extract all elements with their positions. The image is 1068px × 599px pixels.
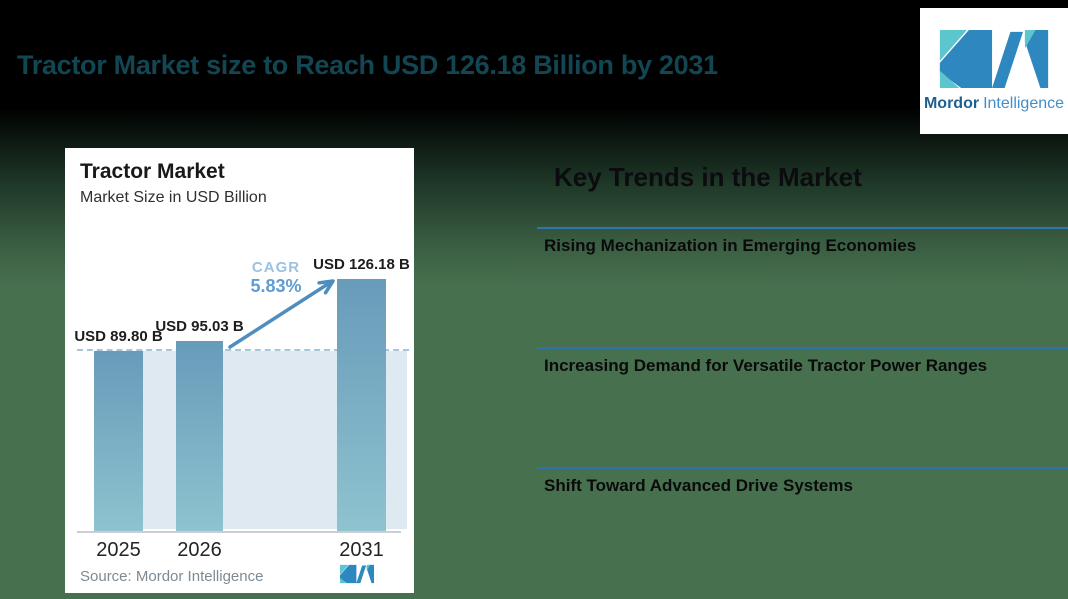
source-value: Mordor Intelligence — [135, 568, 264, 585]
bar-value-label: USD 95.03 B — [155, 317, 244, 335]
trend-label: Rising Mechanization in Emerging Economi… — [544, 236, 917, 255]
dashed-baseline — [77, 349, 409, 352]
brand-name-bold: Mordor — [923, 94, 980, 112]
chart-title: Tractor Market — [80, 160, 225, 183]
cagr-value: 5.83% — [250, 276, 302, 296]
trend-label: Shift Toward Advanced Drive Systems — [544, 476, 853, 495]
source-note: Source: Mordor Intelligence — [80, 568, 263, 585]
brand-logo-box: Mordor Intelligence — [920, 8, 1068, 134]
mordor-intelligence-logo-icon — [939, 29, 1049, 88]
bar-value-label: USD 126.18 B — [313, 255, 410, 273]
trend-item: Shift Toward Advanced Drive Systems — [537, 467, 1068, 496]
bar-2031 — [337, 278, 386, 531]
chart-subtitle: Market Size in USD Billion — [80, 189, 267, 206]
key-trends-heading: Key Trends in the Market — [554, 162, 862, 192]
x-axis-line — [77, 531, 401, 533]
trend-item: Rising Mechanization in Emerging Economi… — [537, 227, 1068, 256]
trend-item: Increasing Demand for Versatile Tractor … — [537, 347, 1068, 376]
cagr-label: CAGR — [251, 259, 301, 276]
brand-name: Mordor Intelligence — [924, 95, 1064, 113]
x-axis-tick-label: 2025 — [96, 539, 141, 561]
bar-2025 — [94, 351, 143, 531]
brand-name-light: Intelligence — [983, 94, 1065, 112]
bar-value-label: USD 89.80 B — [74, 328, 163, 346]
x-axis-tick-label: 2026 — [177, 539, 222, 561]
key-trends-section: Key Trends in the Market Rising Mechaniz… — [537, 148, 1068, 548]
trend-label: Increasing Demand for Versatile Tractor … — [544, 356, 988, 375]
mordor-intelligence-mini-logo-icon — [340, 564, 374, 584]
trend-divider-line — [537, 347, 1068, 349]
source-label: Source: — [80, 568, 132, 585]
trend-divider-line — [537, 227, 1068, 229]
x-axis-tick-label: 2031 — [339, 539, 384, 561]
chart-card: Tractor Market Market Size in USD Billio… — [65, 148, 414, 593]
bar-2026 — [176, 340, 223, 531]
trend-divider-line — [537, 467, 1068, 469]
plot-area: CAGR 5.83% USD 89.80 B 2025 USD 95.03 B 202… — [65, 148, 414, 593]
page-title: Tractor Market size to Reach USD 126.18 … — [17, 50, 718, 80]
